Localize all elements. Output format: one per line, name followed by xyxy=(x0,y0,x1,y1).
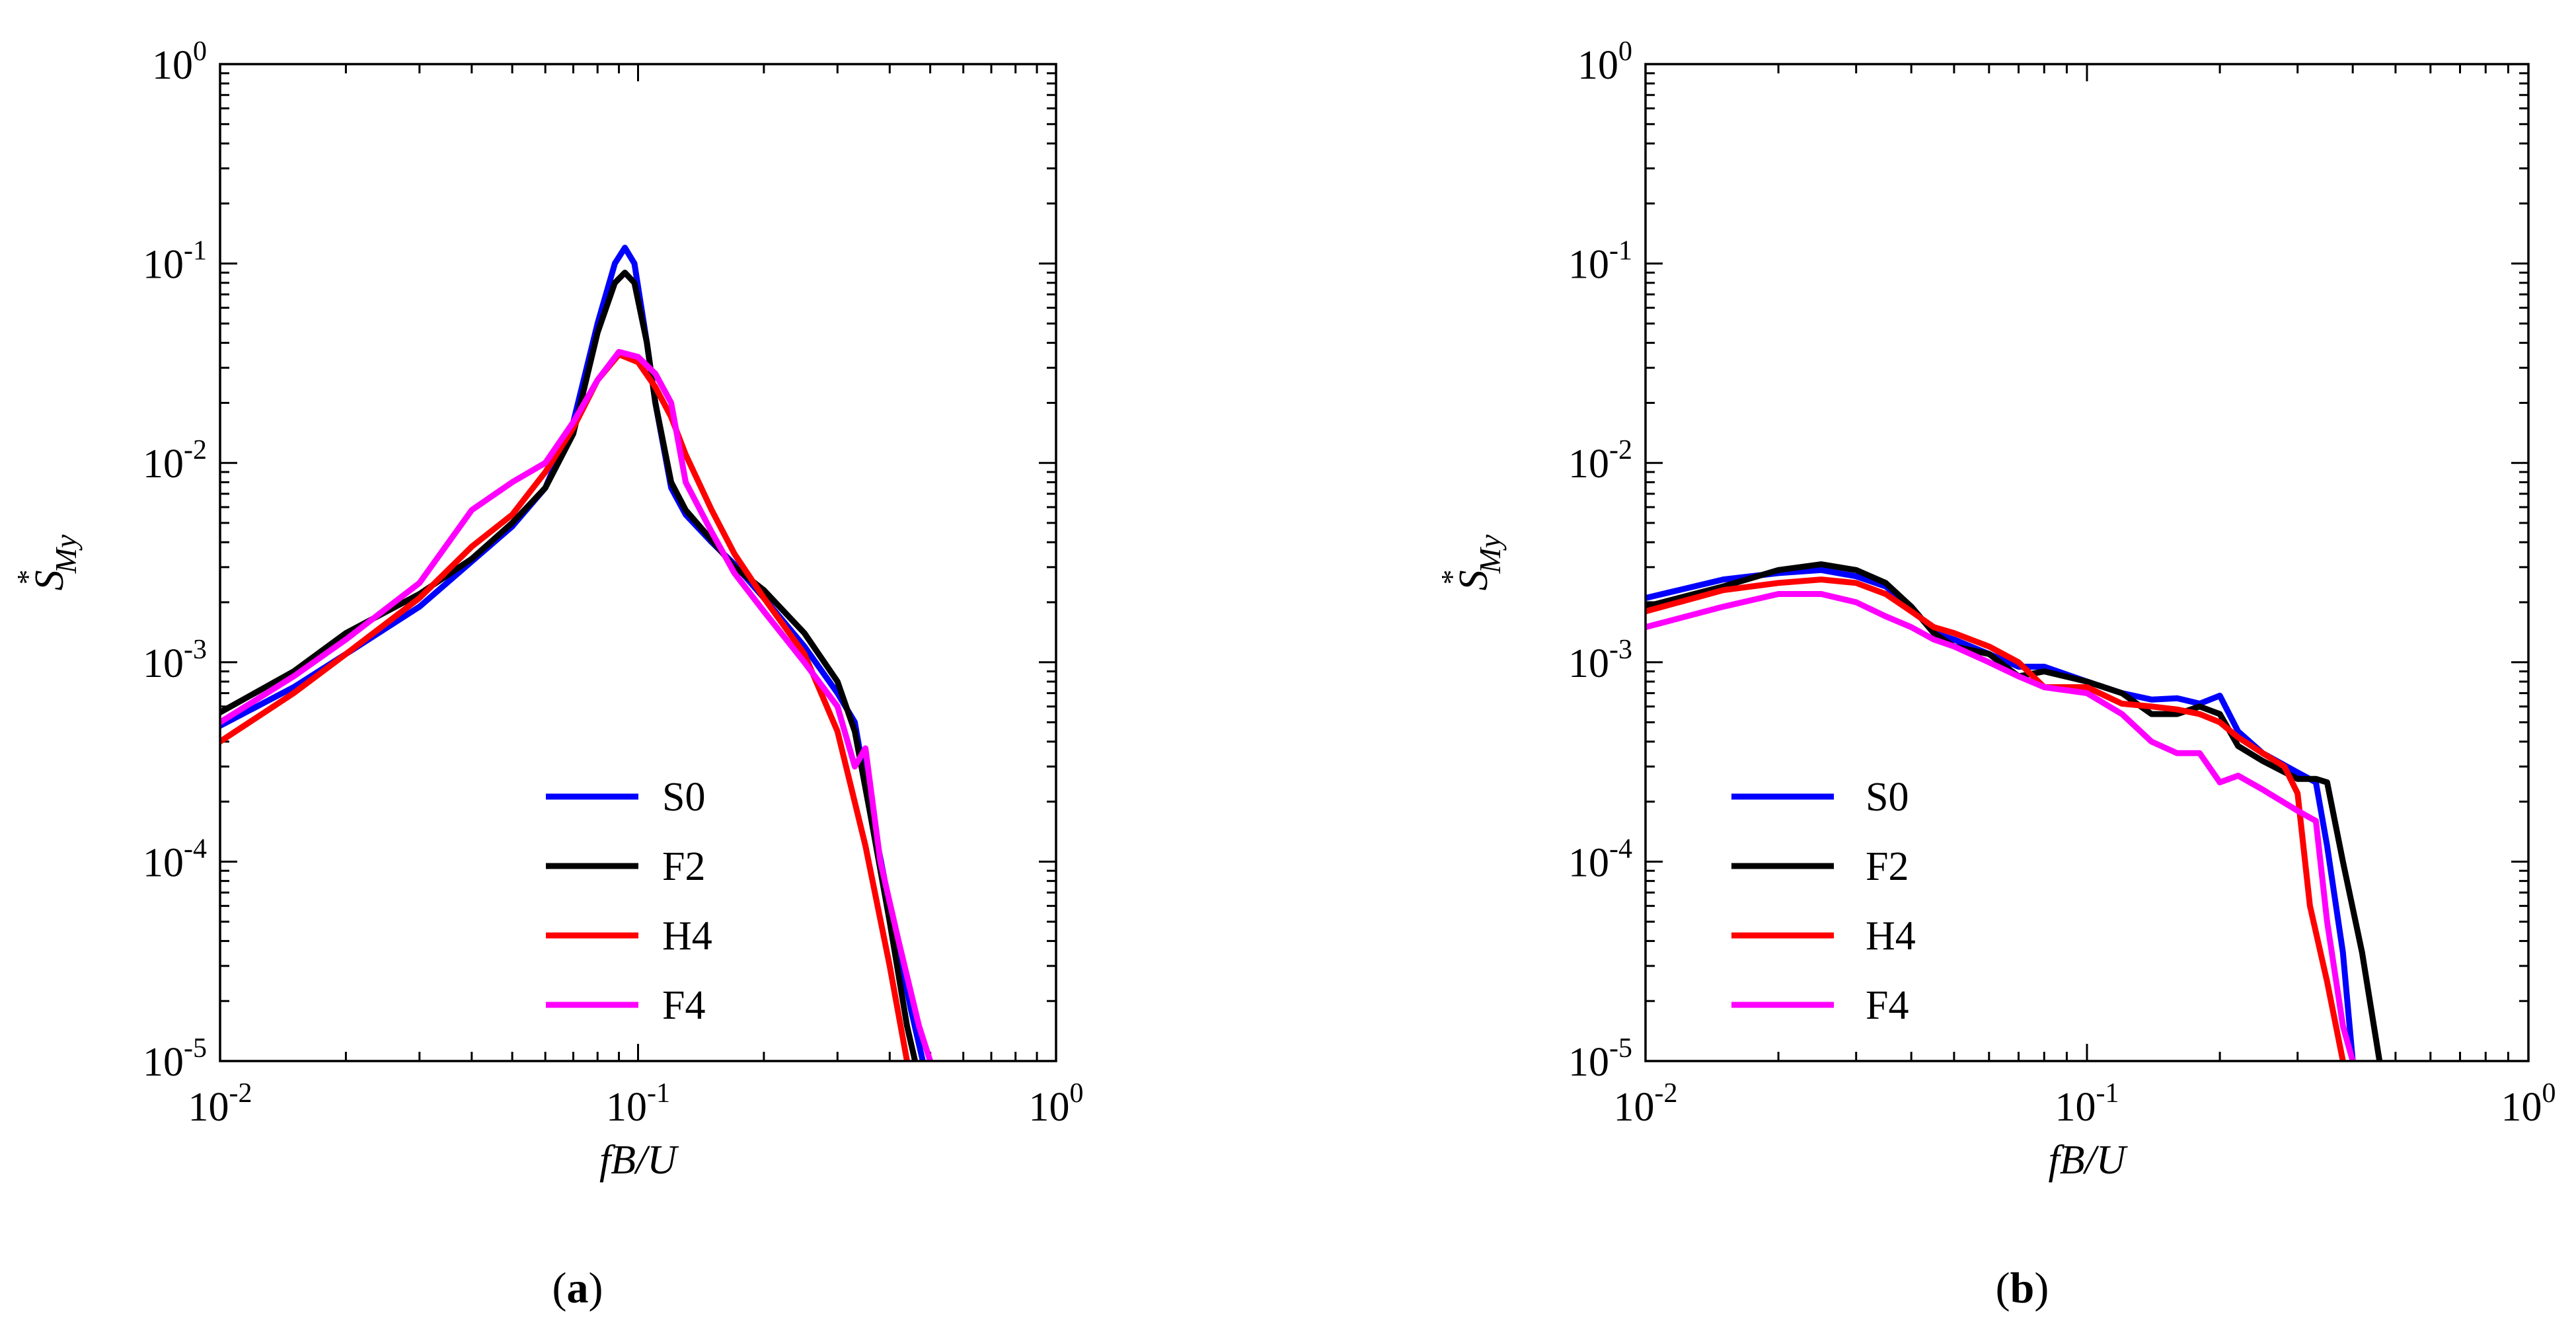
y-tick-label-exp: -2 xyxy=(184,435,207,465)
caption-letter: b xyxy=(2010,1264,2035,1312)
legend-label-f2: F2 xyxy=(1866,844,1909,889)
legend-label-f4: F4 xyxy=(1866,983,1909,1028)
series-group xyxy=(220,245,934,1061)
y-tick-label-base: 10 xyxy=(143,243,184,288)
x-tick-label-exp: 0 xyxy=(1070,1078,1084,1109)
y-tick-label-exp: -2 xyxy=(1609,435,1632,465)
series-line-h4 xyxy=(220,351,910,1061)
x-tick-label: 100 xyxy=(2501,1078,2556,1130)
series-line-h4 xyxy=(1646,576,2346,1061)
y-tick-label-base: 10 xyxy=(1577,43,1618,88)
y-tick-label-exp: 0 xyxy=(193,36,207,67)
y-axis-label: S* My xyxy=(11,534,83,590)
y-tick-label-base: 10 xyxy=(1568,1040,1609,1085)
y-tick-label-exp: -4 xyxy=(1609,834,1632,864)
panel-b: 10-2 10-1 10010010-110-210-310-410-5fB/US*… xyxy=(1435,36,2556,1312)
y-tick-label-exp: -4 xyxy=(184,834,207,864)
y-axis-label-sup: * xyxy=(11,569,44,584)
y-tick-label-base: 10 xyxy=(1568,641,1609,686)
x-tick-label-base: 10 xyxy=(1614,1085,1655,1130)
y-tick-label-base: 10 xyxy=(1568,243,1609,288)
y-tick-label-exp: -1 xyxy=(1609,236,1632,266)
y-tick-label: 10-2 xyxy=(1568,435,1632,487)
legend-label-h4: H4 xyxy=(1866,914,1916,959)
y-tick-label-base: 10 xyxy=(1568,840,1609,885)
y-tick-label-base: 10 xyxy=(1568,442,1609,487)
x-axis-label: fB/U xyxy=(2048,1138,2128,1183)
y-tick-label: 10-3 xyxy=(143,635,207,686)
y-tick-label-base: 10 xyxy=(143,641,184,686)
legend-label-h4: H4 xyxy=(662,914,712,959)
plot-frame xyxy=(219,63,1057,1062)
legend-label-s0: S0 xyxy=(1866,775,1909,820)
x-tick-label: 10-2 xyxy=(1614,1078,1678,1130)
caption-open: ( xyxy=(552,1264,567,1312)
x-tick-label-exp: -1 xyxy=(647,1078,670,1109)
y-axis-label-sub: My xyxy=(49,534,83,574)
panel-caption: (b) xyxy=(1996,1264,2049,1312)
y-tick-label-exp: -3 xyxy=(184,635,207,665)
y-tick-label: 100 xyxy=(152,36,207,88)
y-tick-label: 10-4 xyxy=(143,834,207,885)
y-axis-label: S* My xyxy=(1435,534,1507,590)
y-tick-label: 10-2 xyxy=(143,435,207,487)
x-tick-label-exp: -2 xyxy=(229,1078,252,1109)
caption-close: ) xyxy=(2034,1264,2049,1312)
y-tick-label-exp: 0 xyxy=(1618,36,1632,67)
series-line-s0 xyxy=(1646,567,2356,1061)
x-tick-label: 10-1 xyxy=(606,1078,670,1130)
x-tick-label: 10-2 xyxy=(188,1078,252,1130)
x-tick-label: 100 xyxy=(1029,1078,1084,1130)
series-line-f4 xyxy=(220,348,934,1061)
legend-label-s0: S0 xyxy=(662,775,705,820)
panel-caption: (a) xyxy=(552,1264,603,1312)
y-tick-label: 10-5 xyxy=(1568,1033,1632,1085)
y-tick-label: 10-4 xyxy=(1568,834,1632,885)
y-tick-label-base: 10 xyxy=(143,442,184,487)
x-tick-label-exp: 0 xyxy=(2542,1078,2556,1109)
y-tick-label-exp: -3 xyxy=(1609,635,1632,665)
caption-open: ( xyxy=(1996,1264,2010,1312)
x-tick-label-base: 10 xyxy=(2055,1085,2096,1130)
x-tick-label-base: 10 xyxy=(2501,1085,2542,1130)
y-tick-label-exp: -5 xyxy=(184,1033,207,1064)
x-tick-label-base: 10 xyxy=(1029,1085,1070,1130)
y-tick-label-exp: -5 xyxy=(1609,1033,1632,1064)
x-axis-label: fB/U xyxy=(599,1138,679,1183)
y-tick-label-base: 10 xyxy=(143,840,184,885)
legend-label-f4: F4 xyxy=(662,983,705,1028)
y-axis-label-sub: My xyxy=(1473,534,1507,574)
caption-letter: a xyxy=(567,1264,589,1312)
x-tick-label: 10-1 xyxy=(2055,1078,2119,1130)
x-tick-label-exp: -1 xyxy=(2096,1078,2119,1109)
y-tick-label: 10-1 xyxy=(143,236,207,288)
legend-label-f2: F2 xyxy=(662,844,705,889)
y-axis-label-main: S xyxy=(27,570,72,590)
y-tick-label: 10-1 xyxy=(1568,236,1632,288)
y-tick-label: 100 xyxy=(1577,36,1632,88)
series-line-f4 xyxy=(1646,591,2356,1061)
y-axis-label-sup: * xyxy=(1435,569,1468,584)
panel-a: 10-2 10-1 10010010-110-210-310-410-5fB/US*… xyxy=(11,36,1084,1312)
y-tick-label: 10-5 xyxy=(143,1033,207,1085)
series-line-f2 xyxy=(1646,561,2383,1061)
x-tick-label-base: 10 xyxy=(188,1085,229,1130)
plot-frame xyxy=(1644,63,2530,1062)
x-tick-label-base: 10 xyxy=(606,1085,647,1130)
y-axis-label-main: S xyxy=(1451,570,1496,590)
x-tick-label-exp: -2 xyxy=(1655,1078,1678,1109)
y-tick-label-base: 10 xyxy=(143,1040,184,1085)
series-group xyxy=(1646,561,2383,1061)
caption-close: ) xyxy=(589,1264,603,1312)
y-tick-label-exp: -1 xyxy=(184,236,207,266)
y-tick-label: 10-3 xyxy=(1568,635,1632,686)
y-tick-label-base: 10 xyxy=(152,43,193,88)
